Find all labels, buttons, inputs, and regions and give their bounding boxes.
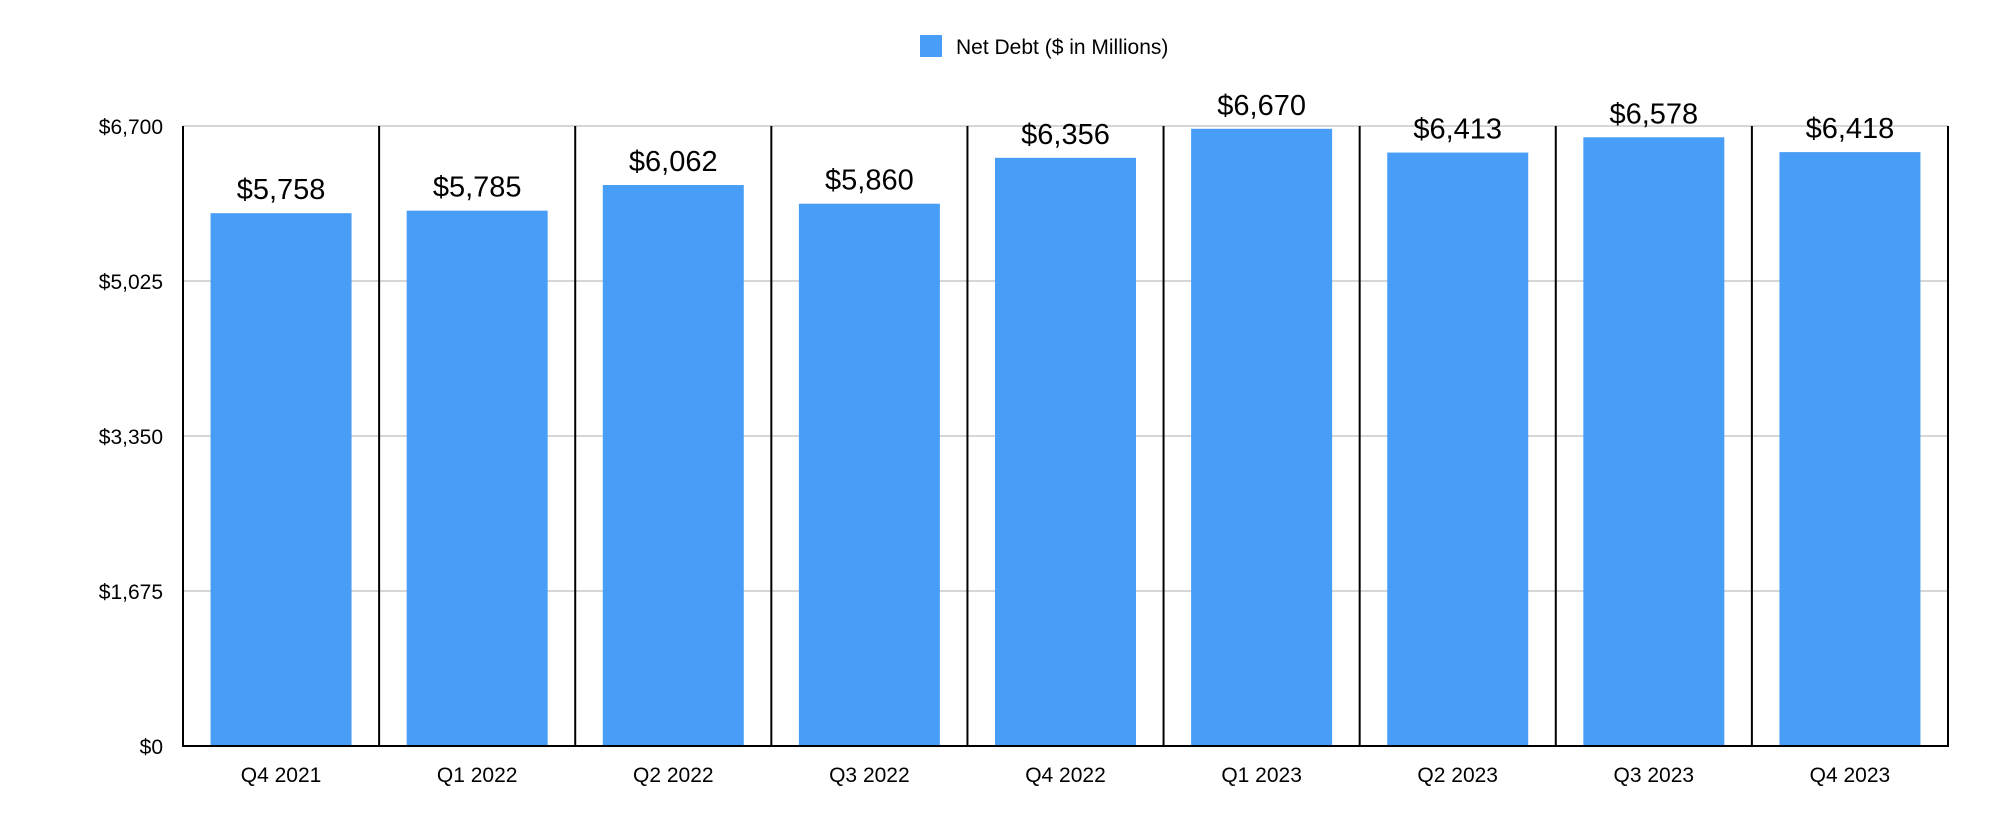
- bar: [1191, 128, 1333, 746]
- axes: $0 $1,675 $3,350 $5,025 $6,700 Q4 2021 Q1 2022…: [99, 116, 1949, 787]
- bar: [210, 213, 352, 746]
- legend-swatch: [920, 35, 942, 57]
- bar: [406, 210, 548, 747]
- x-tick-label: Q3 2022: [829, 764, 910, 787]
- data-label: $6,062: [629, 146, 718, 178]
- bar: [798, 203, 940, 747]
- data-label: $5,758: [237, 174, 326, 206]
- data-label: $6,413: [1413, 114, 1502, 146]
- x-tick-label: Q2 2023: [1417, 764, 1498, 787]
- x-tick-label: Q4 2021: [241, 764, 322, 787]
- bar: [995, 157, 1136, 747]
- x-tick-label: Q3 2023: [1614, 764, 1695, 787]
- x-tick-label: Q1 2023: [1221, 764, 1302, 787]
- y-tick-label: $0: [140, 736, 163, 759]
- data-label: $6,578: [1609, 98, 1698, 130]
- y-tick-label: $6,700: [99, 116, 163, 139]
- bar: [1387, 152, 1529, 746]
- bar: [602, 185, 744, 746]
- x-tick-label: Q1 2022: [437, 764, 518, 787]
- data-label: $6,356: [1021, 119, 1110, 151]
- x-tick-label: Q4 2022: [1025, 764, 1106, 787]
- bar: [1779, 152, 1921, 746]
- y-tick-label: $1,675: [99, 581, 163, 604]
- x-tick-label: Q2 2022: [633, 764, 714, 787]
- bar: [1583, 137, 1725, 746]
- data-label: $6,670: [1217, 90, 1306, 122]
- legend-label: Net Debt ($ in Millions): [956, 36, 1168, 59]
- bars: $5,758 $5,785 $6,062 $5,860 $6,356 $6,670 $6,4…: [210, 90, 1921, 747]
- legend: Net Debt ($ in Millions): [920, 35, 1168, 59]
- data-label: $5,860: [825, 165, 914, 197]
- y-tick-label: $5,025: [99, 271, 163, 294]
- x-tick-label: Q4 2023: [1810, 764, 1891, 787]
- data-label: $6,418: [1806, 113, 1895, 145]
- data-label: $5,785: [433, 172, 522, 204]
- y-tick-label: $3,350: [99, 426, 163, 449]
